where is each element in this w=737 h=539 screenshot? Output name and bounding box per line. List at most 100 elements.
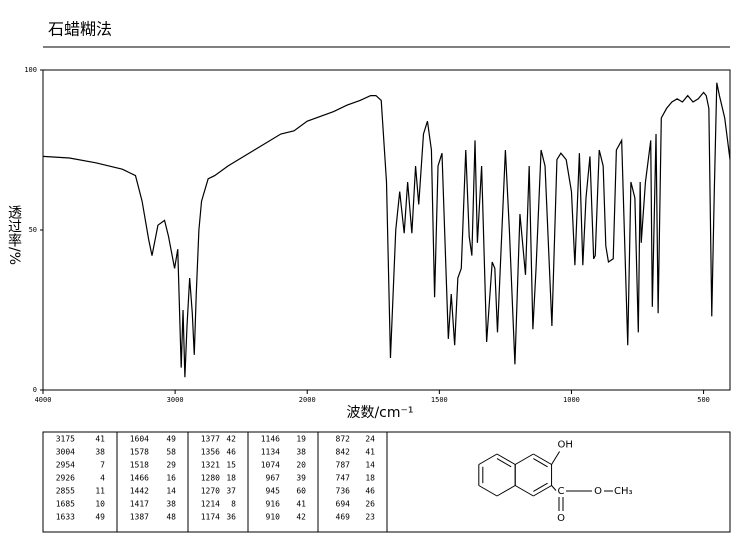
- y-tick-label: 0: [33, 386, 37, 394]
- peak-transmittance: 38: [296, 448, 306, 457]
- bond: [551, 451, 560, 465]
- peak-transmittance: 16: [166, 474, 176, 483]
- peak-transmittance: 19: [296, 435, 306, 444]
- peak-wavenumber: 967: [266, 474, 281, 483]
- bond: [514, 485, 534, 497]
- x-tick-label: 1500: [431, 396, 448, 404]
- peak-wavenumber: 1377: [201, 435, 220, 444]
- atom-label: OH: [558, 440, 573, 451]
- atom-label: C: [558, 486, 565, 497]
- peak-transmittance: 46: [226, 448, 236, 457]
- peak-transmittance: 41: [95, 435, 105, 444]
- x-tick-label: 3000: [167, 396, 184, 404]
- peak-wavenumber: 1442: [130, 487, 149, 496]
- peak-wavenumber: 1387: [130, 513, 149, 522]
- peak-transmittance: 42: [226, 435, 236, 444]
- peak-wavenumber: 1466: [130, 474, 149, 483]
- peak-wavenumber: 945: [266, 487, 281, 496]
- bond: [551, 485, 557, 491]
- peak-transmittance: 7: [100, 461, 105, 470]
- x-tick-label: 2000: [299, 396, 316, 404]
- peak-transmittance: 37: [226, 487, 236, 496]
- x-tick-label: 4000: [35, 396, 52, 404]
- bond: [478, 485, 498, 497]
- bond: [533, 485, 552, 497]
- peak-wavenumber: 747: [336, 474, 351, 483]
- x-tick-label: 1000: [563, 396, 580, 404]
- y-tick-label: 100: [24, 66, 37, 74]
- peak-wavenumber: 1134: [261, 448, 280, 457]
- bond: [514, 453, 534, 465]
- peak-transmittance: 58: [166, 448, 176, 457]
- peak-wavenumber: 694: [336, 500, 351, 509]
- peak-wavenumber: 736: [336, 487, 351, 496]
- peak-wavenumber: 1633: [56, 513, 75, 522]
- atom-label: CH₃: [614, 486, 633, 497]
- peak-wavenumber: 469: [336, 513, 351, 522]
- bond: [496, 453, 516, 465]
- bond: [478, 453, 498, 465]
- spectrum-line: [42, 82, 731, 378]
- peak-wavenumber: 1578: [130, 448, 149, 457]
- x-tick-label: 500: [697, 396, 710, 404]
- peak-transmittance: 46: [365, 487, 375, 496]
- x-axis-label: 波数/cm⁻¹: [346, 405, 413, 421]
- peak-transmittance: 11: [95, 487, 105, 496]
- peak-wavenumber: 916: [266, 500, 281, 509]
- peak-wavenumber: 3175: [56, 435, 75, 444]
- peak-wavenumber: 2855: [56, 487, 75, 496]
- peak-wavenumber: 1417: [130, 500, 149, 509]
- bond: [496, 458, 512, 468]
- chart-title: 石蜡糊法: [48, 20, 112, 39]
- atom-label: O: [557, 513, 565, 524]
- y-axis-label: 透过率/%: [6, 205, 22, 265]
- peak-transmittance: 29: [166, 461, 176, 470]
- peak-wavenumber: 1685: [56, 500, 75, 509]
- peak-transmittance: 49: [166, 435, 176, 444]
- peak-wavenumber: 1356: [201, 448, 220, 457]
- peak-transmittance: 23: [365, 513, 375, 522]
- peak-transmittance: 14: [166, 487, 176, 496]
- peak-transmittance: 42: [296, 513, 306, 522]
- peak-transmittance: 18: [226, 474, 236, 483]
- peak-wavenumber: 1146: [261, 435, 280, 444]
- peak-transmittance: 26: [365, 500, 375, 509]
- peak-wavenumber: 1270: [201, 487, 220, 496]
- peak-wavenumber: 1604: [130, 435, 149, 444]
- peak-wavenumber: 2926: [56, 474, 75, 483]
- peak-transmittance: 20: [296, 461, 306, 470]
- peak-wavenumber: 842: [336, 448, 351, 457]
- peak-transmittance: 10: [95, 500, 105, 509]
- peak-transmittance: 36: [226, 513, 236, 522]
- peak-transmittance: 14: [365, 461, 375, 470]
- bond: [533, 482, 548, 492]
- peak-transmittance: 41: [365, 448, 375, 457]
- peak-transmittance: 18: [365, 474, 375, 483]
- peak-wavenumber: 2954: [56, 461, 75, 470]
- peak-transmittance: 4: [100, 474, 105, 483]
- bond: [533, 458, 548, 468]
- peak-wavenumber: 910: [266, 513, 281, 522]
- peak-transmittance: 49: [95, 513, 105, 522]
- peak-wavenumber: 787: [336, 461, 351, 470]
- peak-wavenumber: 3004: [56, 448, 75, 457]
- y-tick-label: 50: [29, 226, 37, 234]
- peak-transmittance: 24: [365, 435, 375, 444]
- peak-wavenumber: 1518: [130, 461, 149, 470]
- atom-label: O: [594, 486, 602, 497]
- peak-transmittance: 15: [226, 461, 236, 470]
- bond: [533, 453, 552, 465]
- peak-transmittance: 38: [95, 448, 105, 457]
- peak-wavenumber: 1174: [201, 513, 220, 522]
- peak-wavenumber: 1074: [261, 461, 280, 470]
- peak-transmittance: 39: [296, 474, 306, 483]
- peak-wavenumber: 1280: [201, 474, 220, 483]
- peak-transmittance: 8: [231, 500, 236, 509]
- peak-wavenumber: 872: [336, 435, 351, 444]
- plot-frame: [42, 69, 731, 391]
- peak-transmittance: 48: [166, 513, 176, 522]
- bond: [496, 485, 516, 497]
- peak-transmittance: 60: [296, 487, 306, 496]
- peak-transmittance: 38: [166, 500, 176, 509]
